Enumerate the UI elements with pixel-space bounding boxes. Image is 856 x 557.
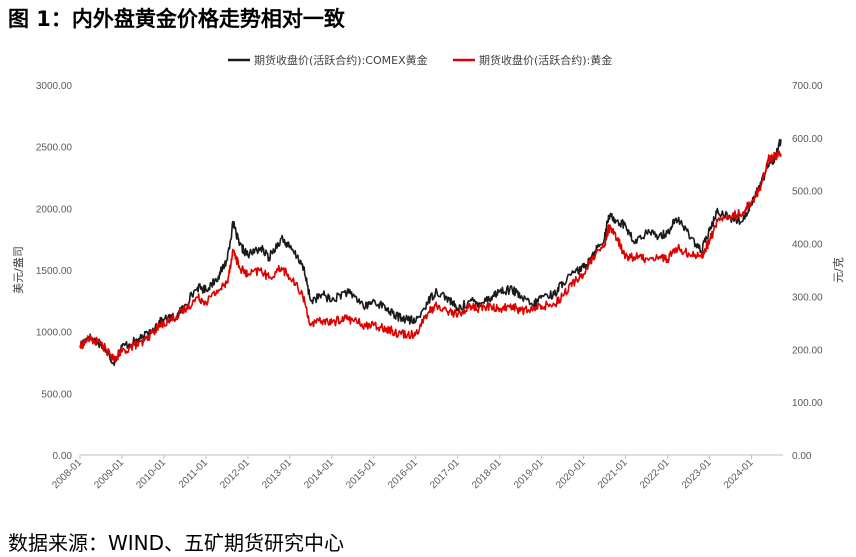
data-source-note: 数据来源：WIND、五矿期货研究中心: [8, 531, 345, 555]
right-tick-label: 100.00: [792, 398, 823, 409]
x-tick-label: 2024-01: [722, 457, 756, 491]
figure-title: 图 1：内外盘黄金价格走势相对一致: [8, 7, 345, 31]
x-tick-label: 2015-01: [344, 457, 378, 491]
right-tick-label: 300.00: [792, 292, 823, 303]
right-tick-label: 400.00: [792, 240, 823, 251]
left-axis-title: 美元/盎司: [11, 246, 25, 294]
x-axis-ticks: 2008-01 2009-01 2010-01 2011-01 2012-01 2013-…: [50, 455, 756, 491]
x-tick-label: 2021-01: [596, 457, 630, 491]
right-tick-label: 0.00: [792, 451, 812, 462]
right-tick-label: 200.00: [792, 345, 823, 356]
left-tick-label: 2500.00: [36, 143, 73, 154]
x-tick-label: 2018-01: [470, 457, 504, 491]
x-tick-label: 2020-01: [554, 457, 588, 491]
x-tick-label: 2023-01: [680, 457, 714, 491]
right-axis-ticks: 0.00 100.00 200.00 300.00 400.00 500.00 600.00…: [792, 81, 823, 462]
x-tick-label: 2019-01: [512, 457, 546, 491]
right-tick-label: 500.00: [792, 187, 823, 198]
chart-legend: 期货收盘价(活跃合约):COMEX黄金 期货收盘价(活跃合约):黄金: [228, 53, 612, 67]
left-tick-label: 500.00: [41, 389, 72, 400]
series-line-shfe-gold: [79, 150, 782, 363]
left-axis-ticks: 0.00 500.00 1000.00 1500.00 2000.00 2500.00 30…: [36, 81, 73, 462]
x-tick-label: 2022-01: [638, 457, 672, 491]
x-tick-label: 2010-01: [134, 457, 168, 491]
right-tick-label: 700.00: [792, 81, 823, 92]
left-tick-label: 0.00: [53, 451, 73, 462]
x-tick-label: 2013-01: [260, 457, 294, 491]
left-tick-label: 1500.00: [36, 266, 73, 277]
left-tick-label: 1000.00: [36, 328, 73, 339]
legend-label: 期货收盘价(活跃合约):COMEX黄金: [254, 53, 428, 67]
series-line-comex-gold: [79, 138, 782, 367]
right-axis-title: 元/克: [832, 257, 845, 283]
x-tick-label: 2012-01: [218, 457, 252, 491]
x-tick-label: 2017-01: [428, 457, 462, 491]
x-tick-label: 2014-01: [302, 457, 336, 491]
x-tick-label: 2011-01: [177, 457, 211, 491]
series-lines: [79, 138, 782, 367]
x-tick-label: 2009-01: [92, 457, 126, 491]
x-tick-label: 2008-01: [50, 457, 84, 491]
line-chart: 期货收盘价(活跃合约):COMEX黄金 期货收盘价(活跃合约):黄金 0.00 50…: [11, 53, 845, 491]
x-tick-label: 2016-01: [386, 457, 420, 491]
left-tick-label: 2000.00: [36, 204, 73, 215]
legend-label: 期货收盘价(活跃合约):黄金: [479, 53, 612, 67]
left-tick-label: 3000.00: [36, 81, 73, 92]
right-tick-label: 600.00: [792, 134, 823, 145]
